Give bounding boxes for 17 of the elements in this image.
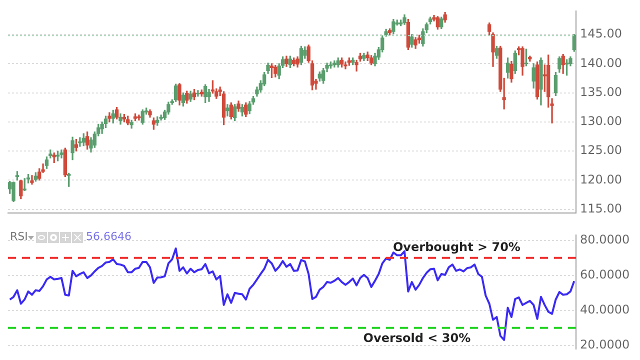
y-tick-label: 80.0000 [580,232,630,247]
y-tick-label: 40.0000 [580,302,630,316]
candlestick [30,175,34,185]
y-tick-label: 125.00 [580,143,622,158]
y-tick-label: 60.0000 [580,268,630,282]
ref-line-label: Overbought > 70% [392,240,520,254]
ref-line-label: Oversold < 30% [363,330,471,345]
y-tick-label: 145.00 [580,26,622,41]
y-tick-label: 115.00 [580,201,622,216]
annotation: RSI [10,230,28,243]
y-tick-label: 120.00 [580,172,622,186]
annotation: 56.6646 [86,230,132,243]
y-tick-label: 140.00 [580,56,622,70]
y-tick-label: 20.0000 [580,337,630,352]
candlestick [196,90,200,97]
y-tick-label: 135.00 [580,84,622,99]
y-tick-label: 130.00 [580,114,622,128]
